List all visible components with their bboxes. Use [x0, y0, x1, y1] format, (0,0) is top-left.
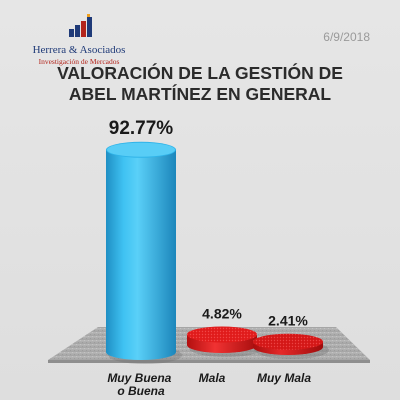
- company-logo: Herrera & Asociados Investigación de Mer…: [24, 10, 134, 66]
- value-label-muy-mala: 2.41%: [268, 313, 308, 329]
- bar-muy-buena: [106, 141, 182, 364]
- category-label-muy-mala-line-1: Muy Mala: [257, 371, 311, 385]
- chart-title-line-2: ABEL MARTÍNEZ EN GENERAL: [68, 84, 332, 104]
- logo-tagline: Investigación de Mercados: [38, 57, 120, 66]
- value-label-mala: 4.82%: [202, 305, 242, 321]
- category-label-muy-mala: Muy Mala: [257, 371, 311, 385]
- category-label-muy-buena-line-1: Muy Buena: [107, 371, 171, 385]
- logo-mark-icon: [69, 14, 92, 37]
- logo-name: Herrera & Asociados: [32, 44, 126, 56]
- bar-body: [106, 149, 176, 352]
- chart-title-line-1: VALORACIÓN DE LA GESTIÓN DE: [57, 63, 343, 83]
- bar-top-texture: [253, 333, 323, 350]
- category-label-mala: Mala: [199, 371, 226, 385]
- report-date: 6/9/2018: [323, 30, 370, 44]
- category-label-muy-buena-line-2: o Buena: [117, 384, 165, 398]
- category-label-muy-buena: Muy Buena o Buena: [107, 371, 174, 398]
- bar-top-texture: [187, 326, 257, 343]
- chart-floor-edge: [48, 360, 370, 363]
- category-label-mala-line-1: Mala: [199, 371, 226, 385]
- chart-title: VALORACIÓN DE LA GESTIÓN DE ABEL MARTÍNE…: [0, 63, 400, 105]
- value-label-muy-buena: 92.77%: [109, 118, 174, 139]
- bar-top-highlight: [107, 142, 175, 157]
- bar-muy-mala: [253, 333, 329, 359]
- bar-mala: [187, 326, 263, 357]
